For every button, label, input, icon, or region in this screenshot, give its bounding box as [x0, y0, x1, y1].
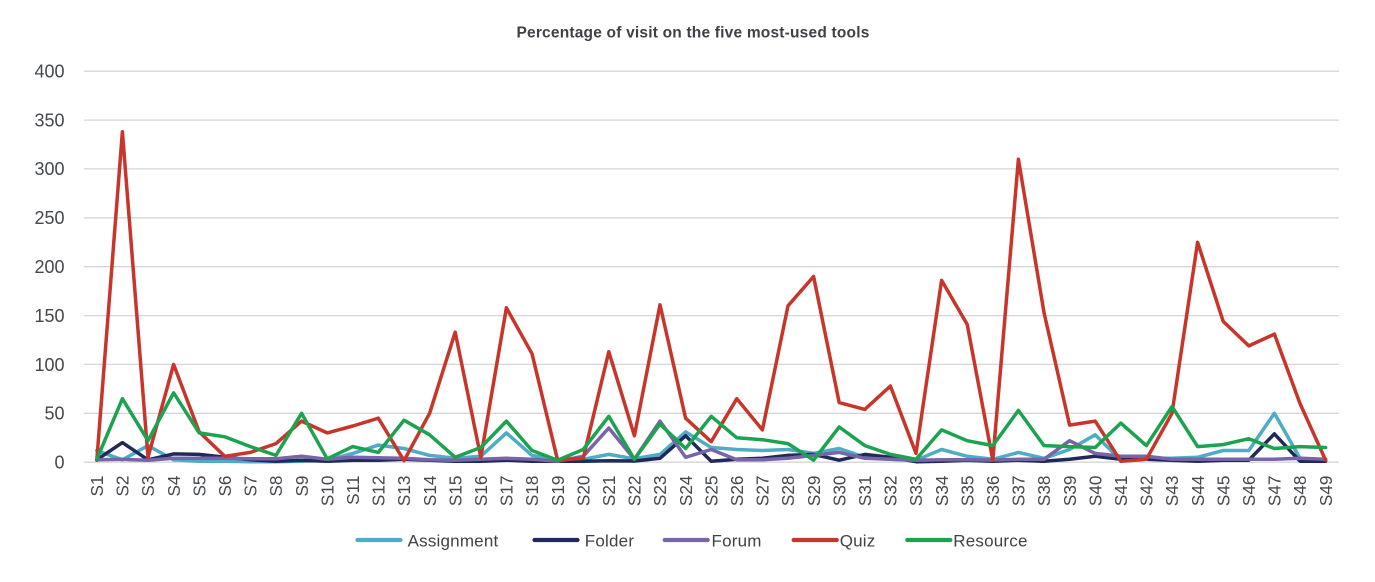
svg-text:S31: S31: [855, 476, 875, 507]
svg-text:S30: S30: [829, 476, 849, 507]
svg-text:Folder: Folder: [585, 532, 635, 551]
svg-text:S35: S35: [957, 476, 977, 507]
svg-text:S48: S48: [1290, 476, 1310, 507]
svg-text:S45: S45: [1213, 476, 1233, 507]
svg-text:S40: S40: [1085, 476, 1105, 507]
svg-text:S18: S18: [522, 476, 542, 507]
svg-text:S2: S2: [113, 476, 133, 497]
svg-text:S9: S9: [292, 476, 312, 497]
svg-text:Forum: Forum: [712, 532, 762, 551]
svg-text:S27: S27: [753, 476, 773, 507]
svg-text:S15: S15: [445, 476, 465, 507]
svg-text:S21: S21: [599, 476, 619, 507]
svg-text:S39: S39: [1060, 476, 1080, 507]
svg-text:S11: S11: [343, 476, 363, 505]
svg-text:S43: S43: [1162, 476, 1182, 507]
svg-text:S38: S38: [1034, 476, 1054, 507]
svg-text:S5: S5: [189, 476, 209, 497]
svg-text:S29: S29: [804, 476, 824, 507]
svg-text:S6: S6: [215, 476, 235, 497]
svg-text:S7: S7: [241, 476, 261, 497]
svg-text:S3: S3: [138, 476, 158, 497]
svg-text:400: 400: [34, 62, 64, 82]
svg-text:S20: S20: [573, 476, 593, 507]
svg-text:Resource: Resource: [953, 532, 1027, 551]
svg-text:S24: S24: [676, 475, 696, 506]
svg-text:350: 350: [34, 110, 64, 130]
svg-text:300: 300: [34, 159, 64, 179]
svg-text:S44: S44: [1188, 475, 1208, 506]
svg-text:S26: S26: [727, 476, 747, 507]
svg-text:Quiz: Quiz: [840, 532, 876, 551]
svg-text:S14: S14: [420, 475, 440, 506]
svg-text:S17: S17: [497, 476, 517, 507]
svg-text:S10: S10: [317, 476, 337, 507]
svg-text:200: 200: [34, 257, 64, 277]
svg-text:S46: S46: [1239, 476, 1259, 507]
svg-text:S19: S19: [548, 476, 568, 507]
svg-text:S13: S13: [394, 476, 414, 507]
svg-text:S8: S8: [266, 476, 286, 497]
svg-text:S34: S34: [932, 475, 952, 506]
svg-text:Percentage of visit on the fiv: Percentage of visit on the five most-use…: [516, 25, 869, 42]
svg-text:150: 150: [34, 306, 64, 326]
svg-text:0: 0: [54, 453, 64, 473]
svg-text:S33: S33: [906, 476, 926, 507]
svg-text:100: 100: [34, 355, 64, 375]
svg-text:S16: S16: [471, 476, 491, 507]
svg-text:Assignment: Assignment: [408, 532, 499, 551]
svg-text:S4: S4: [164, 475, 184, 496]
svg-text:S1: S1: [87, 476, 107, 497]
svg-text:S23: S23: [650, 476, 670, 507]
svg-text:S28: S28: [778, 476, 798, 507]
svg-text:50: 50: [44, 404, 64, 424]
svg-text:250: 250: [34, 208, 64, 228]
svg-text:S32: S32: [881, 476, 901, 507]
svg-text:S36: S36: [983, 476, 1003, 507]
svg-text:S47: S47: [1265, 476, 1285, 507]
svg-text:S12: S12: [369, 476, 389, 507]
svg-text:S22: S22: [625, 476, 645, 507]
svg-text:S42: S42: [1137, 476, 1157, 507]
svg-text:S37: S37: [1009, 476, 1029, 507]
svg-text:S49: S49: [1316, 476, 1336, 507]
svg-text:S41: S41: [1111, 476, 1131, 507]
svg-text:S25: S25: [701, 476, 721, 507]
